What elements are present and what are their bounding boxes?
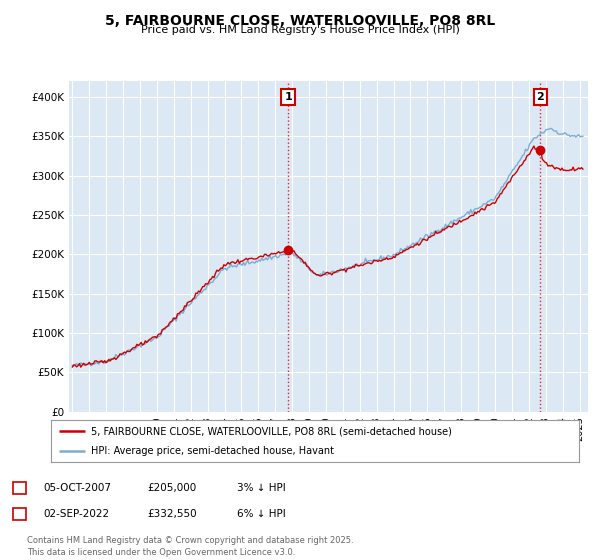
Text: 3% ↓ HPI: 3% ↓ HPI [237,483,286,493]
Text: Contains HM Land Registry data © Crown copyright and database right 2025.
This d: Contains HM Land Registry data © Crown c… [27,536,353,557]
Text: 2: 2 [16,509,23,519]
Text: 6% ↓ HPI: 6% ↓ HPI [237,509,286,519]
Text: 5, FAIRBOURNE CLOSE, WATERLOOVILLE, PO8 8RL: 5, FAIRBOURNE CLOSE, WATERLOOVILLE, PO8 … [105,14,495,28]
Text: 5, FAIRBOURNE CLOSE, WATERLOOVILLE, PO8 8RL (semi-detached house): 5, FAIRBOURNE CLOSE, WATERLOOVILLE, PO8 … [91,426,451,436]
Text: £205,000: £205,000 [147,483,196,493]
Text: 2: 2 [536,92,544,102]
Text: 05-OCT-2007: 05-OCT-2007 [43,483,111,493]
Text: HPI: Average price, semi-detached house, Havant: HPI: Average price, semi-detached house,… [91,446,334,456]
Text: 1: 1 [284,92,292,102]
Text: 1: 1 [16,483,23,493]
Text: Price paid vs. HM Land Registry's House Price Index (HPI): Price paid vs. HM Land Registry's House … [140,25,460,35]
Text: 02-SEP-2022: 02-SEP-2022 [43,509,109,519]
Text: £332,550: £332,550 [147,509,197,519]
